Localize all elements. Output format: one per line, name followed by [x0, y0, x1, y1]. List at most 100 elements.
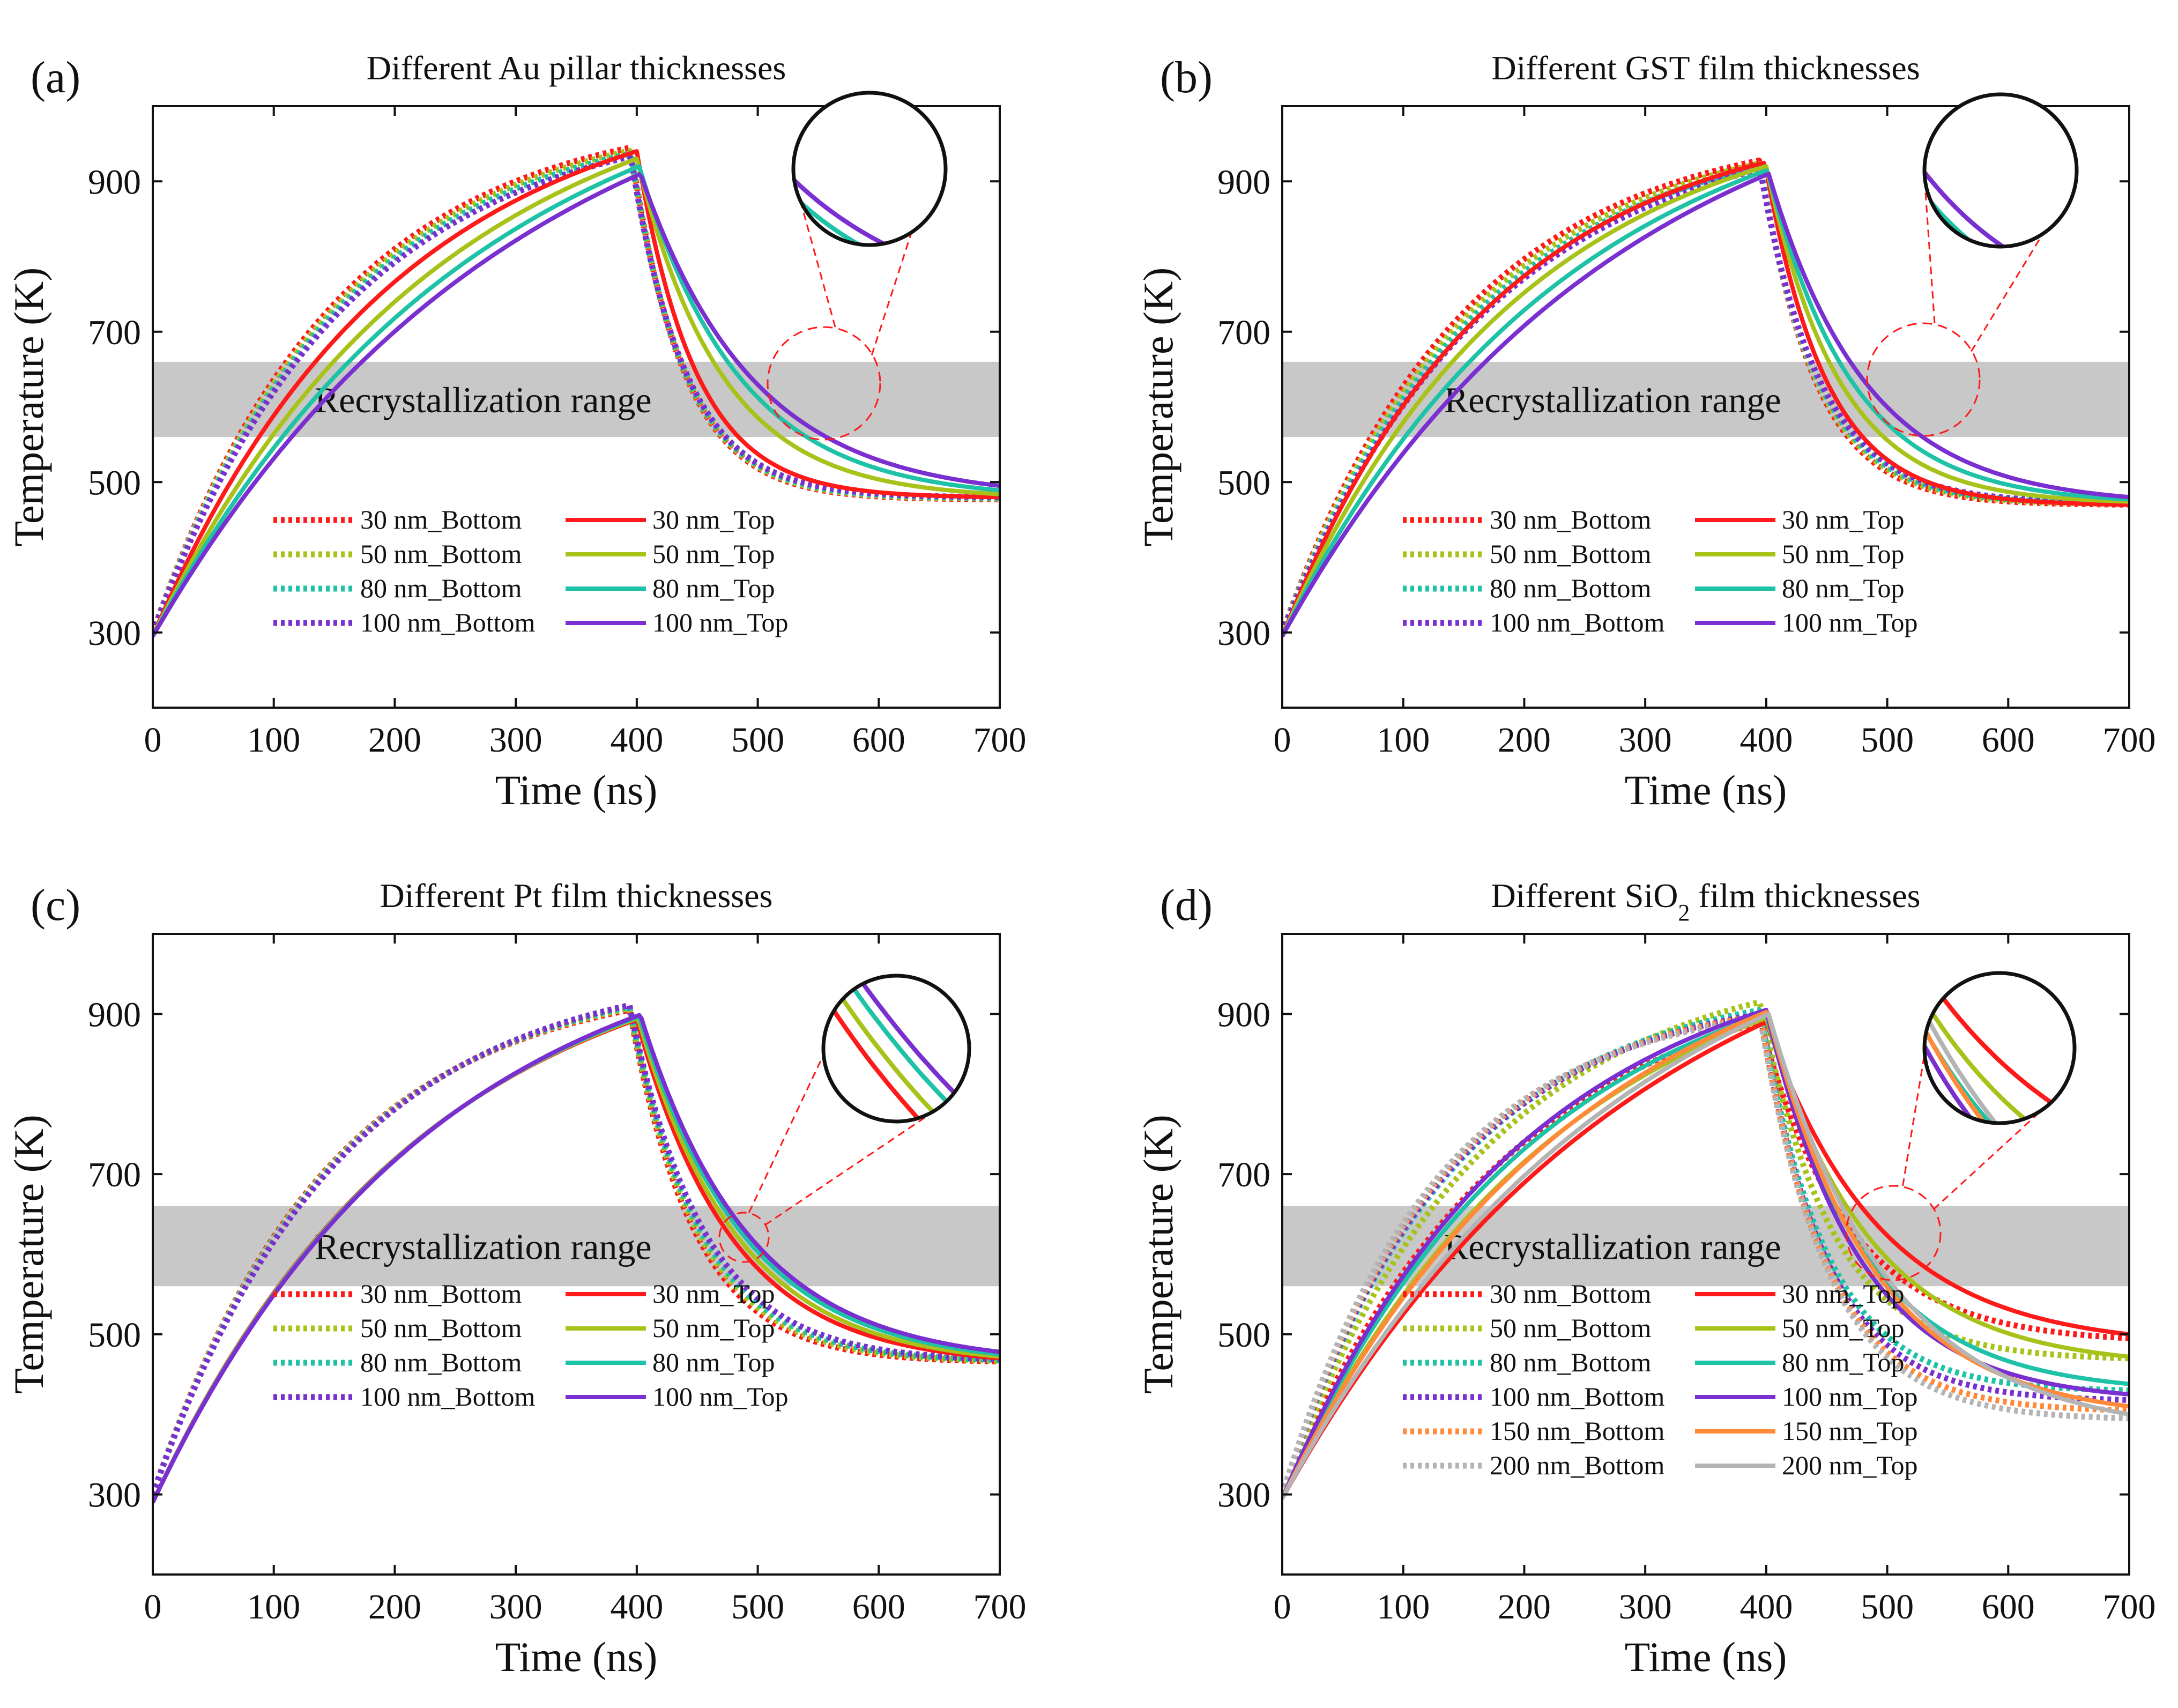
y-tick-label: 900 [88, 162, 141, 202]
series-200-nm-bottom [1282, 1015, 2129, 1496]
zoom-inset [1845, 971, 2077, 1281]
x-tick-label: 300 [489, 721, 542, 760]
x-axis-label: Time (ns) [1625, 1633, 1787, 1680]
x-tick-label: 0 [144, 721, 162, 760]
x-tick-label: 400 [610, 1587, 663, 1627]
zoom-connector [1970, 234, 2043, 352]
y-tick-label: 900 [88, 995, 141, 1034]
zoom-lens-border [791, 91, 948, 247]
x-tick-label: 400 [610, 721, 663, 760]
series-100-nm-bottom [1282, 166, 2129, 634]
x-tick-label: 300 [1619, 1587, 1672, 1627]
y-tick-label: 300 [88, 1476, 141, 1515]
recrystallization-band [153, 1206, 1000, 1287]
zoom-source-circle [1866, 322, 1981, 437]
chart-title: Different Pt film thicknesses [380, 877, 773, 915]
legend-label: 80 nm_Bottom [360, 573, 522, 603]
band-label: Recrystallization range [1444, 1227, 1781, 1267]
zoom-inset [718, 974, 971, 1263]
zoom-connector [1902, 1054, 1926, 1186]
zoom-lens-border [821, 974, 971, 1124]
legend: 30 nm_Bottom 50 nm_Bottom 80 nm_Bottom 100 … [273, 1279, 788, 1412]
series-50-nm-top [1282, 164, 2129, 637]
y-tick-label: 700 [1217, 1155, 1270, 1194]
chart-panel-a: Recrystallization range 0 100 200 300 400 500 6… [5, 49, 1027, 813]
series-30-nm-bottom [153, 1007, 1000, 1496]
y-tick-label: 500 [88, 463, 141, 502]
legend-label: 100 nm_Top [652, 1382, 788, 1412]
zoom-lens-content [825, 977, 968, 1120]
zoom-lens-border [1922, 92, 2079, 249]
y-tick-label: 900 [1217, 995, 1270, 1034]
x-tick-label: 100 [1377, 721, 1430, 760]
legend-label: 150 nm_Top [1782, 1416, 1917, 1446]
legend-label: 50 nm_Bottom [1490, 539, 1652, 569]
series-group [153, 145, 1000, 637]
zoom-connector [748, 1054, 824, 1213]
legend-label: 30 nm_Top [1782, 1279, 1904, 1309]
axes-frame [1281, 105, 2130, 709]
y-tick-label: 500 [88, 1316, 141, 1355]
chart-title: Different Au pillar thicknesses [367, 49, 786, 87]
y-tick-label: 300 [1217, 1476, 1270, 1515]
series-100-nm-top [153, 1013, 1000, 1504]
zoom-source-circle [767, 326, 881, 441]
legend-label: 80 nm_Top [652, 573, 775, 603]
legend-label: 30 nm_Bottom [1490, 504, 1652, 534]
legend-label: 50 nm_Bottom [360, 1313, 522, 1343]
chart-panel-b: Recrystallization range 0 100 200 300 400 500 6… [1135, 49, 2156, 813]
x-tick-label: 500 [1861, 721, 1914, 760]
x-tick-label: 0 [1274, 1587, 1291, 1627]
x-tick-label: 600 [852, 1587, 905, 1627]
zoom-lens-background [793, 93, 946, 245]
y-tick-label: 700 [1217, 313, 1270, 352]
legend-label: 30 nm_Bottom [360, 504, 522, 534]
x-tick-label: 500 [731, 1587, 784, 1627]
legend-label: 80 nm_Top [1782, 573, 1904, 603]
y-tick-label: 500 [1217, 463, 1270, 502]
series-group [1282, 999, 2129, 1500]
series-80-nm-top [1282, 168, 2129, 637]
y-axis-label: Temperature (K) [1135, 268, 1181, 547]
band-label: Recrystallization range [1444, 380, 1781, 420]
series-100-nm-bottom [1282, 1011, 2129, 1496]
zoom-inset [767, 91, 948, 441]
series-group [153, 1002, 1000, 1504]
x-tick-label: 100 [1377, 1587, 1430, 1627]
series-200-nm-top [1282, 1012, 2129, 1500]
x-tick-label: 100 [247, 1587, 300, 1627]
series-50-nm-top [153, 157, 1000, 637]
legend-label: 30 nm_Bottom [360, 1279, 522, 1309]
y-tick-label: 700 [88, 1155, 141, 1194]
x-axis-label: Time (ns) [495, 767, 658, 813]
axes-frame [152, 105, 1001, 709]
legend-label: 80 nm_Bottom [1490, 573, 1652, 603]
zoom-series-50-nm-top [825, 977, 968, 1120]
legend-label: 80 nm_Bottom [360, 1347, 522, 1377]
series-100-nm-top [1282, 172, 2129, 637]
series-50-nm-bottom [1282, 999, 2129, 1496]
zoom-connector [871, 232, 912, 355]
legend-label: 200 nm_Top [1782, 1450, 1917, 1480]
chart-panel-c: Recrystallization range 0 100 200 300 400 500 6… [5, 877, 1027, 1680]
legend-label: 50 nm_Bottom [360, 539, 522, 569]
panel-label: (a) [31, 53, 80, 102]
x-tick-label: 400 [1740, 1587, 1793, 1627]
legend-label: 50 nm_Top [1782, 539, 1904, 569]
chart-title: Different SiO2 film thicknesses [1491, 877, 1920, 926]
legend-label: 80 nm_Top [1782, 1347, 1904, 1377]
legend-label: 100 nm_Bottom [360, 607, 536, 637]
y-axis-label: Temperature (K) [1135, 1115, 1181, 1394]
x-tick-label: 500 [1861, 1587, 1914, 1627]
y-tick-label: 300 [88, 614, 141, 653]
legend-label: 30 nm_Top [652, 504, 775, 534]
x-tick-label: 0 [144, 1587, 162, 1627]
zoom-connector [764, 1109, 937, 1226]
legend: 30 nm_Bottom 50 nm_Bottom 80 nm_Bottom 100 … [1403, 504, 1917, 637]
x-tick-label: 700 [973, 1587, 1027, 1627]
legend-label: 100 nm_Bottom [360, 1382, 536, 1412]
y-axis-label: Temperature (K) [5, 268, 52, 547]
legend-label: 100 nm_Bottom [1490, 1382, 1665, 1412]
x-tick-label: 0 [1274, 721, 1291, 760]
